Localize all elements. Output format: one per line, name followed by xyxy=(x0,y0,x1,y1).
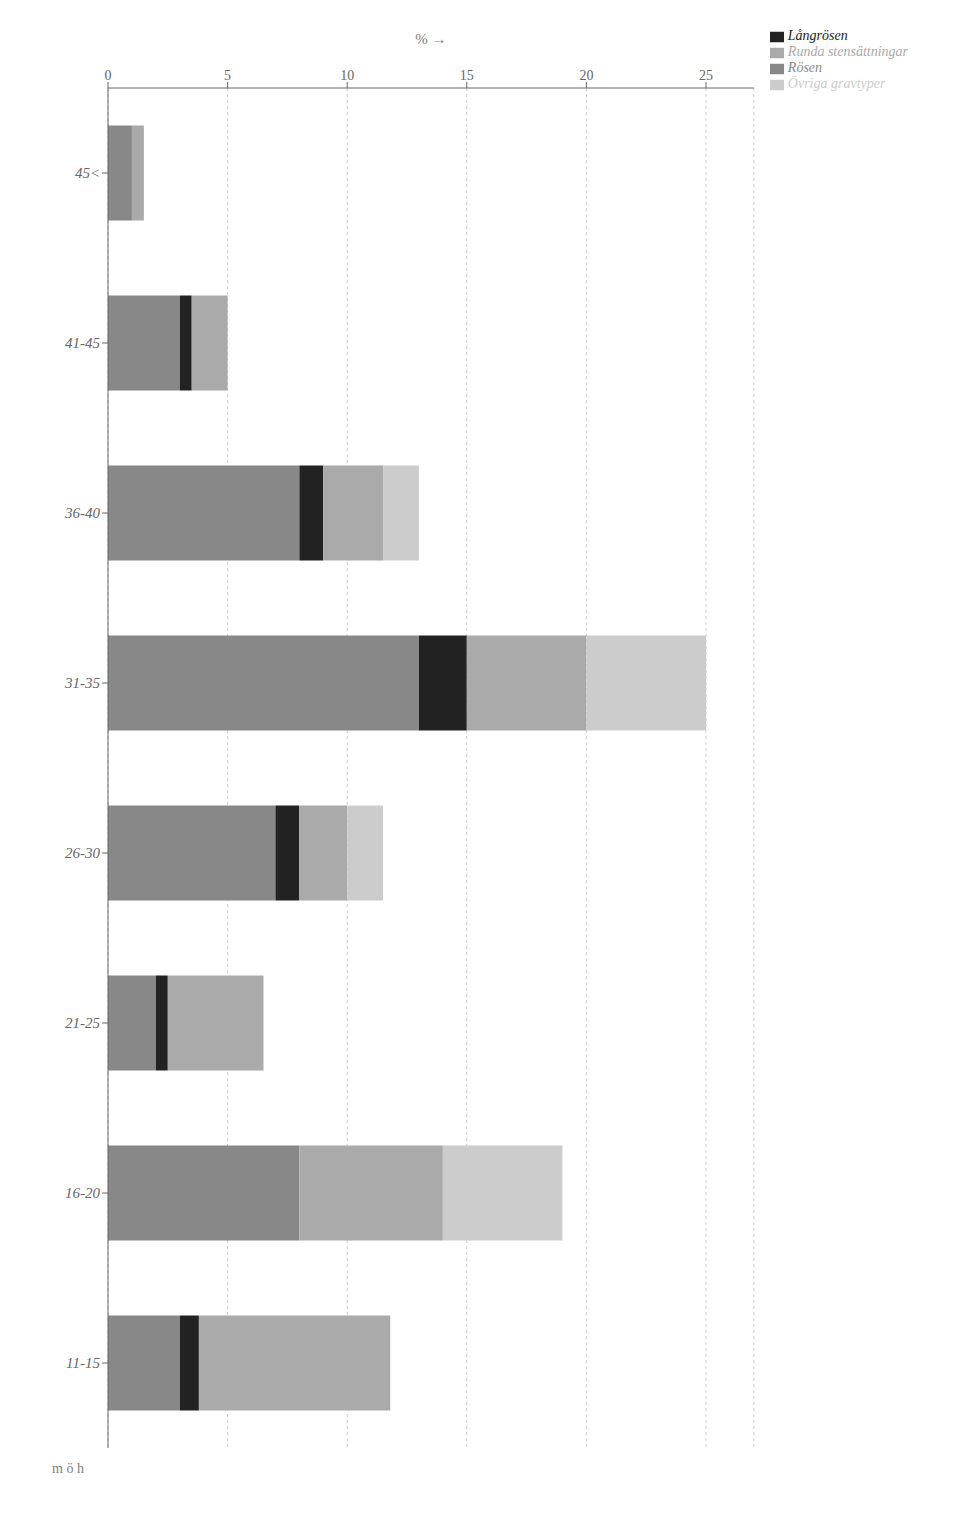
svg-text:10: 10 xyxy=(340,68,354,83)
svg-text:11-15: 11-15 xyxy=(66,1355,100,1371)
svg-text:36-40: 36-40 xyxy=(64,505,100,521)
svg-text:26-30: 26-30 xyxy=(65,845,100,861)
html-text:Runda stensättningar: Runda stensättningar xyxy=(787,44,908,59)
svg-text:16-20: 16-20 xyxy=(65,1185,100,1201)
svg-text:m ö h: m ö h xyxy=(52,1461,84,1476)
svg-text:25: 25 xyxy=(699,68,713,83)
html-text:Övriga gravtyper: Övriga gravtyper xyxy=(787,76,886,91)
svg-text:20: 20 xyxy=(579,68,593,83)
svg-text:0: 0 xyxy=(105,68,112,83)
svg-text:5: 5 xyxy=(224,68,231,83)
svg-text:41-45: 41-45 xyxy=(65,335,100,351)
html-text:Långrösen: Långrösen xyxy=(787,28,848,43)
svg-text:15: 15 xyxy=(460,68,474,83)
html-text:Rösen: Rösen xyxy=(787,60,822,75)
svg-text:% →: % → xyxy=(415,31,446,47)
svg-text:31-35: 31-35 xyxy=(64,675,100,691)
svg-text:21-25: 21-25 xyxy=(65,1015,100,1031)
svg-text:45<: 45< xyxy=(75,165,100,181)
